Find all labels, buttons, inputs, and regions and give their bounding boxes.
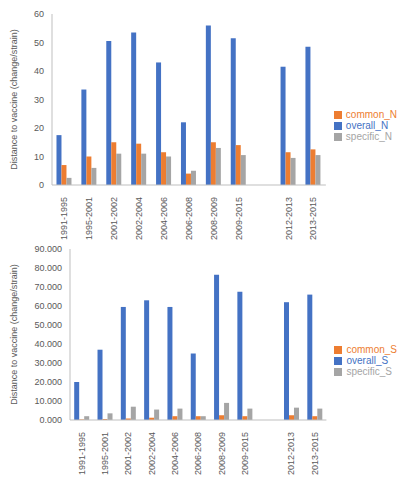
svg-text:10: 10 xyxy=(34,152,44,162)
svg-text:2006-2008: 2006-2008 xyxy=(184,197,194,240)
svg-text:2008-2009: 2008-2009 xyxy=(217,432,227,475)
svg-text:70.000: 70.000 xyxy=(34,282,62,292)
svg-text:1991-1995: 1991-1995 xyxy=(77,432,87,475)
svg-text:50: 50 xyxy=(34,38,44,48)
svg-text:2002-2004: 2002-2004 xyxy=(134,197,144,240)
svg-text:30.000: 30.000 xyxy=(34,358,62,368)
html-text:common_N: common_N xyxy=(345,109,397,120)
svg-text:2008-2009: 2008-2009 xyxy=(209,197,219,240)
svg-text:60.000: 60.000 xyxy=(34,301,62,311)
svg-text:90.000: 90.000 xyxy=(34,244,62,254)
svg-text:20: 20 xyxy=(34,123,44,133)
svg-text:2004-2006: 2004-2006 xyxy=(159,197,169,240)
html-text:specific_N: specific_N xyxy=(345,131,392,142)
html-text:common_S: common_S xyxy=(346,344,397,355)
svg-text:0.000: 0.000 xyxy=(39,415,62,425)
svg-text:Distance to vaccine (change/st: Distance to vaccine (change/strain) xyxy=(9,264,19,405)
svg-text:2009-2015: 2009-2015 xyxy=(240,432,250,475)
svg-text:2001-2002: 2001-2002 xyxy=(109,197,119,240)
svg-text:40: 40 xyxy=(34,66,44,76)
html-text:overall_N: overall_N xyxy=(345,120,389,131)
svg-text:2009-2015: 2009-2015 xyxy=(234,197,244,240)
svg-text:2012-2013: 2012-2013 xyxy=(286,432,296,475)
svg-text:2002-2004: 2002-2004 xyxy=(147,432,157,475)
html-text:specific_S: specific_S xyxy=(346,366,392,377)
svg-text:50.000: 50.000 xyxy=(34,320,62,330)
svg-text:2013-2015: 2013-2015 xyxy=(310,432,320,475)
svg-text:30: 30 xyxy=(34,95,44,105)
svg-text:20.000: 20.000 xyxy=(34,377,62,387)
svg-text:Distance to vaccine (change/st: Distance to vaccine (change/strain) xyxy=(9,29,19,170)
svg-text:2012-2013: 2012-2013 xyxy=(284,197,294,240)
svg-text:2013-2015: 2013-2015 xyxy=(308,197,318,240)
svg-text:1991-1995: 1991-1995 xyxy=(59,197,69,240)
svg-text:80.000: 80.000 xyxy=(34,263,62,273)
svg-text:1995-2001: 1995-2001 xyxy=(84,197,94,240)
html-text:overall_S: overall_S xyxy=(346,355,389,366)
svg-text:2001-2002: 2001-2002 xyxy=(123,432,133,475)
svg-text:1995-2001: 1995-2001 xyxy=(100,432,110,475)
svg-text:2006-2008: 2006-2008 xyxy=(193,432,203,475)
svg-text:10.000: 10.000 xyxy=(34,396,62,406)
svg-text:0: 0 xyxy=(39,180,44,190)
svg-text:60: 60 xyxy=(34,9,44,19)
svg-text:40.000: 40.000 xyxy=(34,339,62,349)
svg-text:2004-2006: 2004-2006 xyxy=(170,432,180,475)
